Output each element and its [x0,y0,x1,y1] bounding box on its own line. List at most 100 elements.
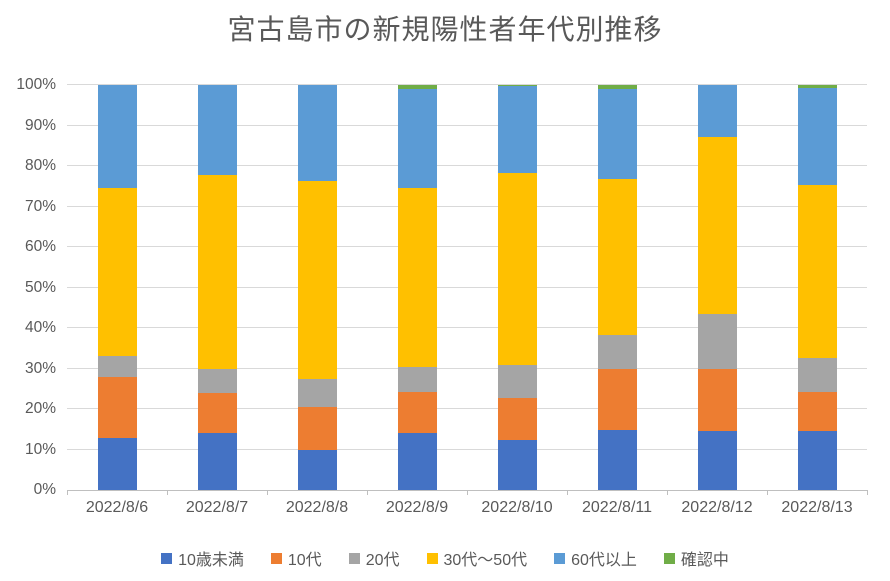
bar-segment-10代 [397,391,437,433]
legend-item-30代〜50代: 30代〜50代 [426,546,527,570]
bar-segment-30代〜50代 [197,174,237,369]
x-tick-label: 2022/8/7 [185,499,249,516]
x-tick-label: 2022/8/10 [481,499,553,516]
legend-label: 20代 [365,552,400,569]
bar-segment-10歳未満 [97,438,137,490]
y-tick-label: 10% [24,440,56,458]
legend-label: 60代以上 [571,552,637,569]
bar-segment-20代 [397,366,437,392]
legend-swatch-icon [426,552,438,564]
x-axis-tick-mark [467,490,468,495]
bar-segment-10代 [597,368,637,431]
x-tick-label: 2022/8/8 [285,499,349,516]
bar-segment-20代 [497,364,537,398]
legend-item-確認中: 確認中 [663,546,729,570]
bar-segment-60代以上 [297,85,337,182]
bar-segment-30代〜50代 [597,178,637,335]
bar-segment-10歳未満 [397,432,437,490]
bar-segment-20代 [697,314,737,370]
x-tick-label: 2022/8/12 [681,499,753,516]
x-axis-tick-mark [767,490,768,495]
y-tick-label: 60% [24,238,56,255]
x-axis-tick-mark [67,490,68,495]
bar-segment-10代 [197,393,237,433]
stacked-bar-2022/8/10 [497,85,537,490]
gridline [67,327,867,328]
bar-segment-60代以上 [97,85,137,189]
y-axis-labels: 0% 10% 20% 30% 40% 50% 60% 70% 80% 90% 100% [0,76,56,498]
bar-segment-60代以上 [597,89,637,179]
stacked-bar-2022/8/7 [197,85,237,490]
gridline [67,205,867,207]
bar-segment-60代以上 [397,89,437,189]
bar-segment-20代 [797,357,837,392]
stacked-bar-2022/8/13 [797,85,837,490]
bar-segment-10歳未満 [697,430,737,490]
y-tick-label: 80% [24,157,56,174]
legend-label: 10代 [287,552,322,569]
bar-segment-10歳未満 [797,430,837,490]
gridline [67,367,867,369]
x-tick-label: 2022/8/6 [85,499,149,516]
x-tick-label: 2022/8/13 [781,499,853,516]
legend-item-10代: 10代 [270,546,322,570]
bar-segment-10歳未満 [597,430,637,490]
legend-swatch-icon [270,552,282,564]
bar-segment-確認中 [497,85,537,87]
y-tick-label: 40% [24,319,56,336]
y-tick-label: 30% [24,359,56,377]
chart-title: 宮古島市の新規陽性者年代別推移 [227,14,663,45]
x-tick-label: 2022/8/9 [385,499,449,516]
plot-area [67,84,868,495]
bar-segment-10代 [497,397,537,441]
bar-segment-30代〜50代 [397,188,437,367]
legend-item-20代: 20代 [348,546,400,570]
bar-segment-20代 [597,334,637,369]
gridline [67,165,867,166]
legend-swatch-icon [348,552,360,564]
stacked-bar-2022/8/8 [297,85,337,490]
bar-segment-30代〜50代 [497,172,537,365]
stacked-bar-2022/8/9 [397,85,437,490]
legend-label: 確認中 [680,552,729,569]
bar-segment-10代 [297,406,337,450]
y-tick-label: 20% [24,400,56,417]
gridline [67,448,867,450]
y-tick-label: 90% [24,116,56,134]
gridline [67,408,867,409]
legend: 10歳未満 10代 20代 30代〜50代 60代以上 確認中 [0,546,890,570]
bar-segment-30代〜50代 [797,185,837,358]
bar-segment-30代〜50代 [697,136,737,315]
bar-segment-20代 [197,368,237,394]
bar-segment-10歳未満 [197,432,237,490]
stacked-bar-2022/8/6 [97,85,137,490]
x-axis-labels: 2022/8/6 2022/8/7 2022/8/8 2022/8/9 2022/8/1… [67,499,867,517]
x-axis-tick-mark [867,490,868,495]
gridline [67,124,867,126]
legend-item-10歳未満: 10歳未満 [161,546,244,570]
y-tick-label: 100% [16,76,56,93]
bar-segment-10歳未満 [497,440,537,490]
bar-segment-10代 [697,369,737,431]
x-axis-tick-mark [167,490,168,495]
gridline [67,286,867,288]
bar-segment-10代 [797,391,837,431]
legend-item-60代以上: 60代以上 [554,546,637,570]
legend-swatch-icon [554,552,566,564]
gridline [67,246,867,247]
y-tick-label: 0% [33,481,56,498]
legend-swatch-icon [663,552,675,564]
bar-segment-60代以上 [697,85,737,137]
bar-segment-確認中 [397,85,437,90]
bar-segment-60代以上 [197,85,237,175]
bar-segment-確認中 [597,85,637,90]
bar-segment-60代以上 [797,88,837,186]
stacked-bar-2022/8/11 [597,85,637,490]
bar-segment-確認中 [797,85,837,89]
legend-label: 10歳未満 [178,552,244,569]
bar-segment-60代以上 [497,86,537,173]
stacked-bar-2022/8/12 [697,85,737,490]
y-tick-label: 50% [24,278,56,296]
legend-swatch-icon [161,552,173,564]
